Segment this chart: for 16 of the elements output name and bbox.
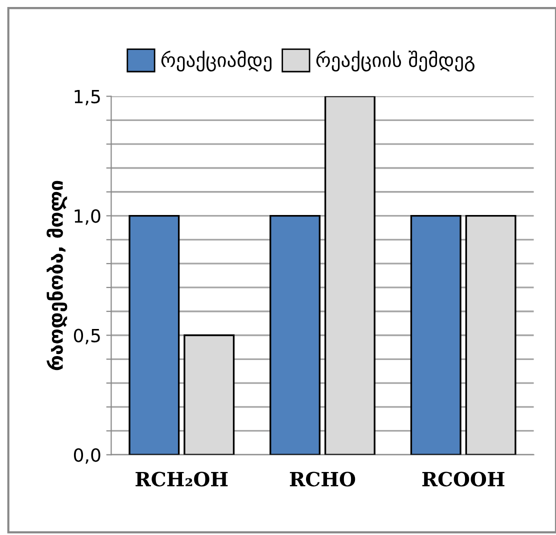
- legend-label: რეაქციამდე: [161, 50, 272, 72]
- y-tick-label: 0,5: [74, 328, 100, 344]
- bar: [324, 96, 376, 455]
- x-tick-label: RCHO: [290, 472, 356, 486]
- bar: [465, 214, 516, 455]
- bar: [410, 214, 462, 455]
- x-tick-label: RCH₂OH: [136, 472, 228, 486]
- bar: [270, 214, 320, 455]
- y-axis-title: რაოდენობა, მოლი: [46, 180, 68, 370]
- legend-label: რეაქციის შემდეგ: [316, 50, 474, 72]
- y-tick-label: 1,5: [74, 90, 100, 106]
- x-tick-label: RCOOH: [422, 472, 504, 486]
- bar: [128, 214, 180, 455]
- bar: [184, 334, 235, 455]
- y-tick-label: 1,0: [74, 209, 100, 225]
- y-tick-label: 0,0: [74, 448, 100, 464]
